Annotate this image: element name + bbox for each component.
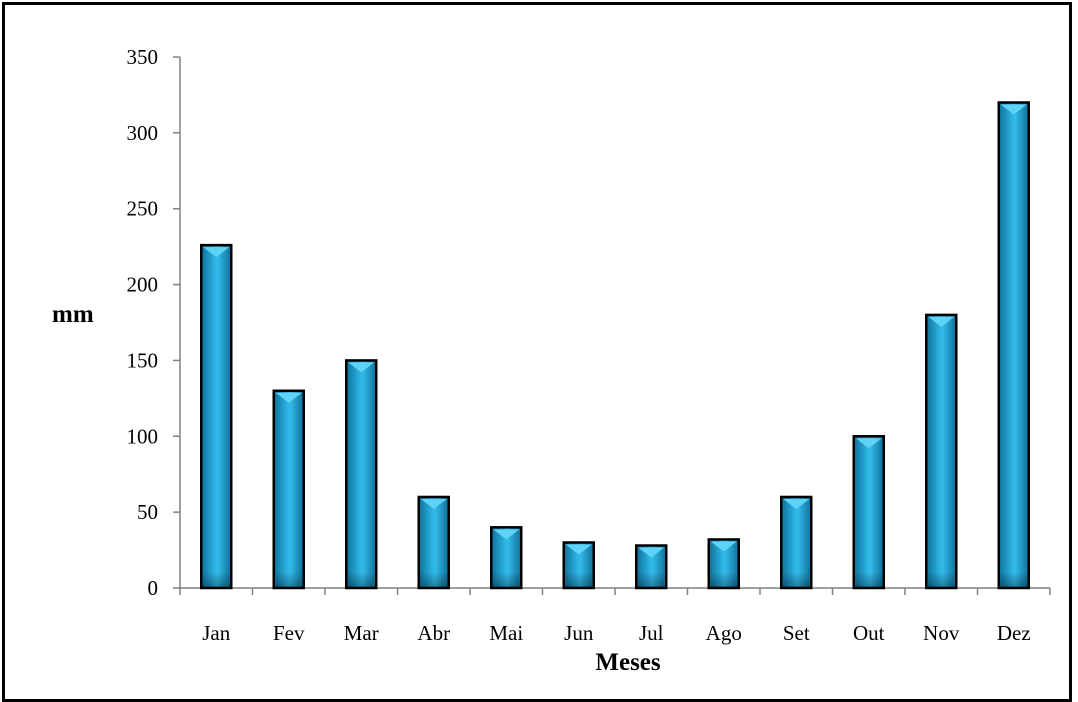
bar-top-bevel xyxy=(928,316,955,327)
bar-top-bevel xyxy=(855,438,882,449)
y-axis-title: mm xyxy=(52,301,94,328)
bar xyxy=(997,101,1030,590)
bar-base-shade xyxy=(855,572,883,588)
bar-jul xyxy=(635,544,668,590)
x-axis-title: Meses xyxy=(595,649,661,676)
x-tick-label-out: Out xyxy=(853,621,885,645)
bar-top-bevel xyxy=(203,247,230,258)
x-tick-label-jan: Jan xyxy=(202,621,230,645)
bar-base-shade xyxy=(1000,572,1028,588)
bar-top-bevel xyxy=(493,529,520,540)
y-tick-label: 50 xyxy=(137,500,158,524)
bar-top-bevel xyxy=(565,544,592,555)
x-tick-label-ago: Ago xyxy=(706,621,742,645)
bar-top-bevel xyxy=(710,541,737,552)
y-tick-label: 100 xyxy=(127,424,159,448)
x-tick-label-set: Set xyxy=(783,621,810,645)
bar-jun xyxy=(562,541,595,590)
bar xyxy=(925,313,958,590)
bar xyxy=(272,389,305,590)
y-axis: 0 50 100 150 200 250 300 350 xyxy=(127,45,181,600)
bar xyxy=(200,243,233,590)
bar-mar xyxy=(345,359,378,590)
bar-jan xyxy=(200,243,233,590)
x-tick-label-abr: Abr xyxy=(417,621,450,645)
x-axis: Jan Fev Mar Abr Mai Jun Jul Ago Set Out Nov Dez xyxy=(179,587,1051,645)
bar-top-bevel xyxy=(348,362,375,373)
bar-base-shade xyxy=(275,572,303,588)
bar xyxy=(345,359,378,590)
bar xyxy=(852,435,885,590)
bar-top-bevel xyxy=(638,547,665,558)
y-tick-label: 150 xyxy=(127,348,159,372)
bar-top-bevel xyxy=(1000,104,1027,115)
y-tick-label: 300 xyxy=(127,121,159,145)
bar-base-shade xyxy=(492,572,520,588)
y-tick-label: 200 xyxy=(127,273,159,297)
x-tick-label-mai: Mai xyxy=(489,621,523,645)
bar-fev xyxy=(272,389,305,590)
x-tick-label-jul: Jul xyxy=(639,621,664,645)
bar-base-shade xyxy=(710,572,738,588)
bar-top-bevel xyxy=(275,392,302,403)
bar-base-shade xyxy=(782,572,810,588)
bar-ago xyxy=(707,538,740,590)
bar-dez xyxy=(997,101,1030,590)
x-tick-label-mar: Mar xyxy=(344,621,379,645)
bar-base-shade xyxy=(565,572,593,588)
bar-base-shade xyxy=(420,572,448,588)
bar-out xyxy=(852,435,885,590)
y-tick-label: 350 xyxy=(127,45,159,69)
bar-top-bevel xyxy=(420,498,447,509)
bar-set xyxy=(780,495,813,590)
bar-mai xyxy=(490,526,523,590)
bar-top-bevel xyxy=(783,498,810,509)
bar-base-shade xyxy=(347,572,375,588)
bar-base-shade xyxy=(927,572,955,588)
x-tick-label-dez: Dez xyxy=(997,621,1031,645)
bar-base-shade xyxy=(202,572,230,588)
bars xyxy=(200,101,1030,590)
bar-abr xyxy=(417,495,450,590)
x-tick-label-jun: Jun xyxy=(564,621,594,645)
x-tick-label-nov: Nov xyxy=(923,621,960,645)
bar-base-shade xyxy=(637,572,665,588)
y-tick-label: 250 xyxy=(127,197,159,221)
x-tick-label-fev: Fev xyxy=(273,621,305,645)
bar-nov xyxy=(925,313,958,590)
y-tick-label: 0 xyxy=(148,576,159,600)
